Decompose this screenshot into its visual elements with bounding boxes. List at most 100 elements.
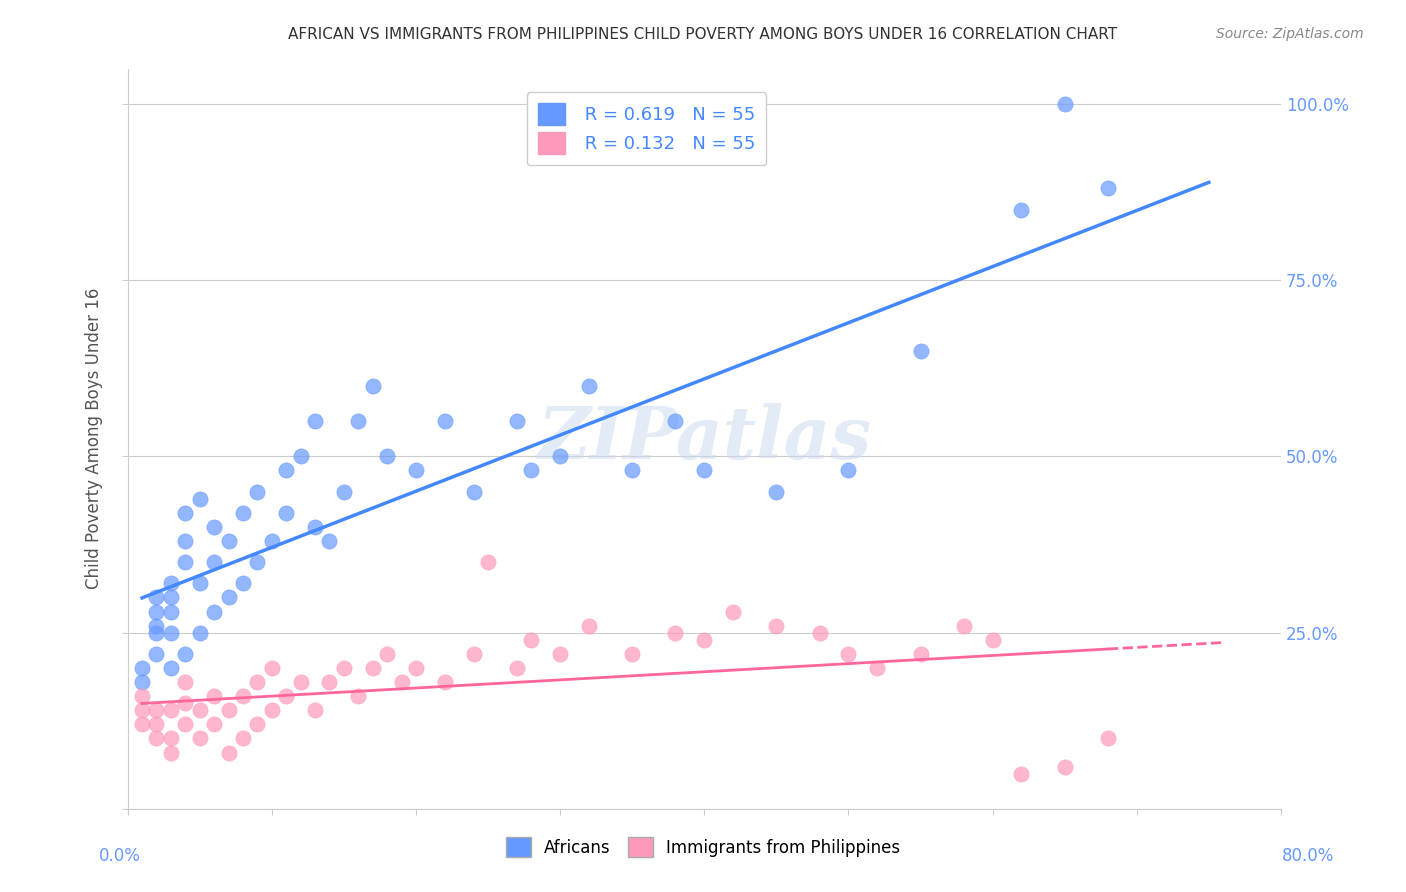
- Point: [375, 647, 398, 661]
- Point: [145, 731, 167, 746]
- Point: [506, 661, 529, 675]
- Point: [621, 463, 644, 477]
- Point: [232, 506, 254, 520]
- Point: [174, 717, 197, 731]
- Point: [290, 675, 312, 690]
- Point: [160, 625, 183, 640]
- Point: [218, 591, 240, 605]
- Point: [304, 520, 326, 534]
- Point: [837, 647, 859, 661]
- Point: [246, 717, 269, 731]
- Point: [304, 414, 326, 428]
- Point: [174, 534, 197, 549]
- Point: [260, 661, 283, 675]
- Point: [160, 703, 183, 717]
- Text: Source: ZipAtlas.com: Source: ZipAtlas.com: [1216, 27, 1364, 41]
- Point: [578, 618, 600, 632]
- Y-axis label: Child Poverty Among Boys Under 16: Child Poverty Among Boys Under 16: [86, 288, 103, 590]
- Point: [246, 484, 269, 499]
- Text: AFRICAN VS IMMIGRANTS FROM PHILIPPINES CHILD POVERTY AMONG BOYS UNDER 16 CORRELA: AFRICAN VS IMMIGRANTS FROM PHILIPPINES C…: [288, 27, 1118, 42]
- Point: [145, 591, 167, 605]
- Point: [621, 647, 644, 661]
- Point: [174, 506, 197, 520]
- Legend:  R = 0.619   N = 55,  R = 0.132   N = 55: R = 0.619 N = 55, R = 0.132 N = 55: [527, 93, 766, 165]
- Point: [276, 506, 298, 520]
- Point: [318, 675, 340, 690]
- Point: [174, 696, 197, 710]
- Point: [347, 414, 370, 428]
- Point: [1053, 760, 1076, 774]
- Point: [318, 534, 340, 549]
- Point: [160, 661, 183, 675]
- Point: [391, 675, 413, 690]
- Point: [361, 661, 384, 675]
- Point: [202, 689, 225, 703]
- Point: [347, 689, 370, 703]
- Point: [174, 675, 197, 690]
- Point: [477, 555, 499, 569]
- Point: [910, 647, 932, 661]
- Point: [218, 534, 240, 549]
- Point: [1010, 766, 1032, 780]
- Point: [405, 463, 427, 477]
- Point: [910, 343, 932, 358]
- Point: [232, 689, 254, 703]
- Point: [721, 605, 744, 619]
- Point: [188, 625, 211, 640]
- Point: [202, 555, 225, 569]
- Point: [131, 661, 153, 675]
- Point: [433, 675, 456, 690]
- Point: [276, 463, 298, 477]
- Point: [246, 675, 269, 690]
- Point: [664, 625, 686, 640]
- Point: [361, 379, 384, 393]
- Point: [202, 717, 225, 731]
- Point: [1053, 96, 1076, 111]
- Point: [463, 647, 485, 661]
- Point: [765, 618, 787, 632]
- Point: [131, 675, 153, 690]
- Point: [174, 647, 197, 661]
- Point: [232, 576, 254, 591]
- Point: [202, 520, 225, 534]
- Point: [837, 463, 859, 477]
- Point: [693, 463, 716, 477]
- Point: [304, 703, 326, 717]
- Point: [506, 414, 529, 428]
- Point: [548, 647, 571, 661]
- Point: [188, 703, 211, 717]
- Point: [693, 632, 716, 647]
- Point: [218, 746, 240, 760]
- Point: [145, 647, 167, 661]
- Point: [260, 703, 283, 717]
- Point: [145, 703, 167, 717]
- Point: [145, 625, 167, 640]
- Point: [981, 632, 1004, 647]
- Point: [202, 605, 225, 619]
- Point: [160, 605, 183, 619]
- Point: [433, 414, 456, 428]
- Point: [375, 450, 398, 464]
- Point: [520, 632, 543, 647]
- Point: [160, 591, 183, 605]
- Point: [1097, 181, 1119, 195]
- Point: [160, 576, 183, 591]
- Text: 80.0%: 80.0%: [1281, 847, 1334, 865]
- Point: [131, 689, 153, 703]
- Point: [188, 731, 211, 746]
- Point: [765, 484, 787, 499]
- Point: [145, 605, 167, 619]
- Point: [160, 731, 183, 746]
- Point: [1010, 202, 1032, 217]
- Point: [1097, 731, 1119, 746]
- Point: [276, 689, 298, 703]
- Text: 0.0%: 0.0%: [98, 847, 141, 865]
- Point: [808, 625, 831, 640]
- Point: [520, 463, 543, 477]
- Point: [131, 717, 153, 731]
- Point: [174, 555, 197, 569]
- Text: ZIPatlas: ZIPatlas: [537, 403, 872, 475]
- Point: [405, 661, 427, 675]
- Point: [218, 703, 240, 717]
- Point: [664, 414, 686, 428]
